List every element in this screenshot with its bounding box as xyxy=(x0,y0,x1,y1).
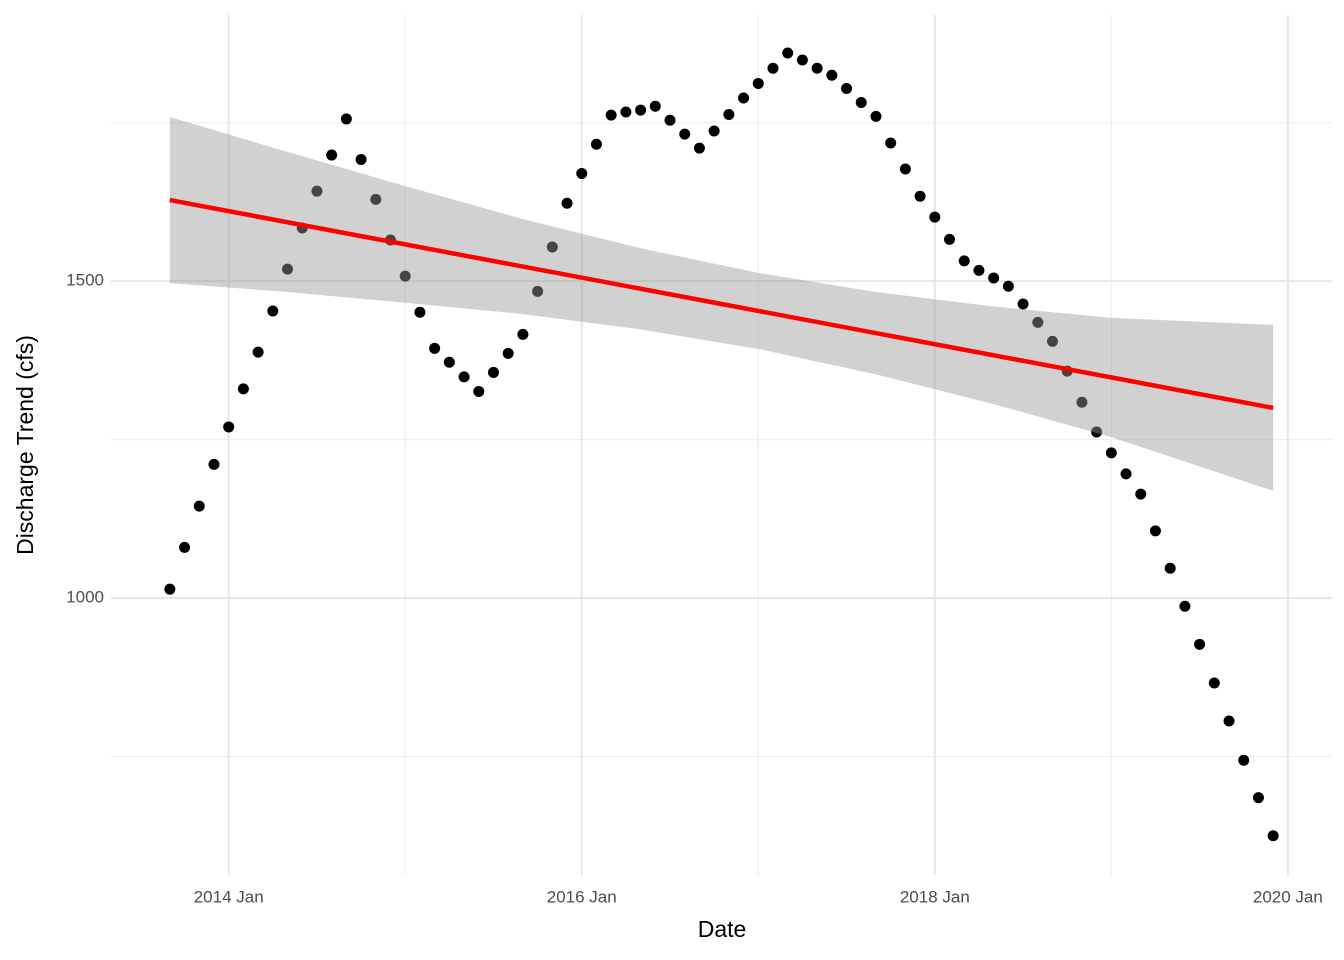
point xyxy=(282,263,294,275)
point xyxy=(326,149,338,161)
point xyxy=(782,47,794,59)
x-tick-label: 2016 Jan xyxy=(547,887,617,906)
point xyxy=(708,125,720,137)
point xyxy=(473,385,485,397)
point xyxy=(1032,316,1044,328)
point xyxy=(635,104,647,116)
point xyxy=(1105,447,1117,459)
point xyxy=(502,347,514,359)
point xyxy=(1194,638,1206,650)
point xyxy=(1267,830,1279,842)
point xyxy=(414,306,426,318)
point xyxy=(223,421,235,433)
point xyxy=(1238,754,1250,766)
point xyxy=(693,142,705,154)
point xyxy=(870,110,882,122)
point xyxy=(1017,298,1029,310)
y-tick-label: 1000 xyxy=(66,588,104,607)
point xyxy=(458,371,470,383)
point xyxy=(561,197,573,209)
point xyxy=(1046,335,1058,347)
point xyxy=(664,114,676,126)
point xyxy=(929,211,941,223)
point xyxy=(738,92,750,104)
point xyxy=(1223,715,1235,727)
point xyxy=(429,342,441,354)
point xyxy=(958,255,970,267)
point xyxy=(517,328,529,340)
point xyxy=(605,109,617,121)
point xyxy=(679,128,691,140)
y-axis-title: Discharge Trend (cfs) xyxy=(12,335,38,555)
point xyxy=(546,241,558,253)
point xyxy=(988,272,1000,284)
point xyxy=(179,541,191,553)
point xyxy=(899,163,911,175)
point xyxy=(487,366,499,378)
point xyxy=(443,356,455,368)
x-tick-label: 2014 Jan xyxy=(194,887,264,906)
point xyxy=(723,108,735,120)
point xyxy=(370,193,382,205)
point xyxy=(649,100,661,112)
point xyxy=(1179,600,1191,612)
x-tick-label: 2020 Jan xyxy=(1253,887,1323,906)
point xyxy=(576,167,588,179)
point xyxy=(164,583,176,595)
point xyxy=(826,69,838,81)
point xyxy=(841,83,853,95)
point xyxy=(796,54,808,66)
point xyxy=(1076,396,1088,408)
point xyxy=(811,62,823,74)
point xyxy=(252,346,264,358)
point xyxy=(311,185,323,197)
point xyxy=(399,270,411,282)
point xyxy=(1164,562,1176,574)
point xyxy=(1120,468,1132,480)
point xyxy=(1091,426,1103,438)
point xyxy=(1149,525,1161,537)
point xyxy=(340,113,352,125)
point xyxy=(1208,677,1220,689)
point xyxy=(1002,280,1014,292)
x-axis-title: Date xyxy=(698,916,747,942)
point xyxy=(620,106,632,118)
point xyxy=(208,458,220,470)
point xyxy=(767,62,779,74)
point xyxy=(237,383,249,395)
point xyxy=(590,138,602,150)
point xyxy=(914,190,926,202)
y-tick-label: 1500 xyxy=(66,271,104,290)
point xyxy=(1135,488,1147,500)
point xyxy=(1252,792,1264,804)
trend-line xyxy=(169,197,1274,411)
point xyxy=(944,233,956,245)
point xyxy=(267,305,279,317)
point xyxy=(885,137,897,149)
point xyxy=(355,153,367,165)
x-tick-label: 2018 Jan xyxy=(900,887,970,906)
point xyxy=(973,264,985,276)
point xyxy=(193,500,205,512)
point xyxy=(532,285,544,297)
point xyxy=(855,96,867,108)
point xyxy=(752,77,764,89)
